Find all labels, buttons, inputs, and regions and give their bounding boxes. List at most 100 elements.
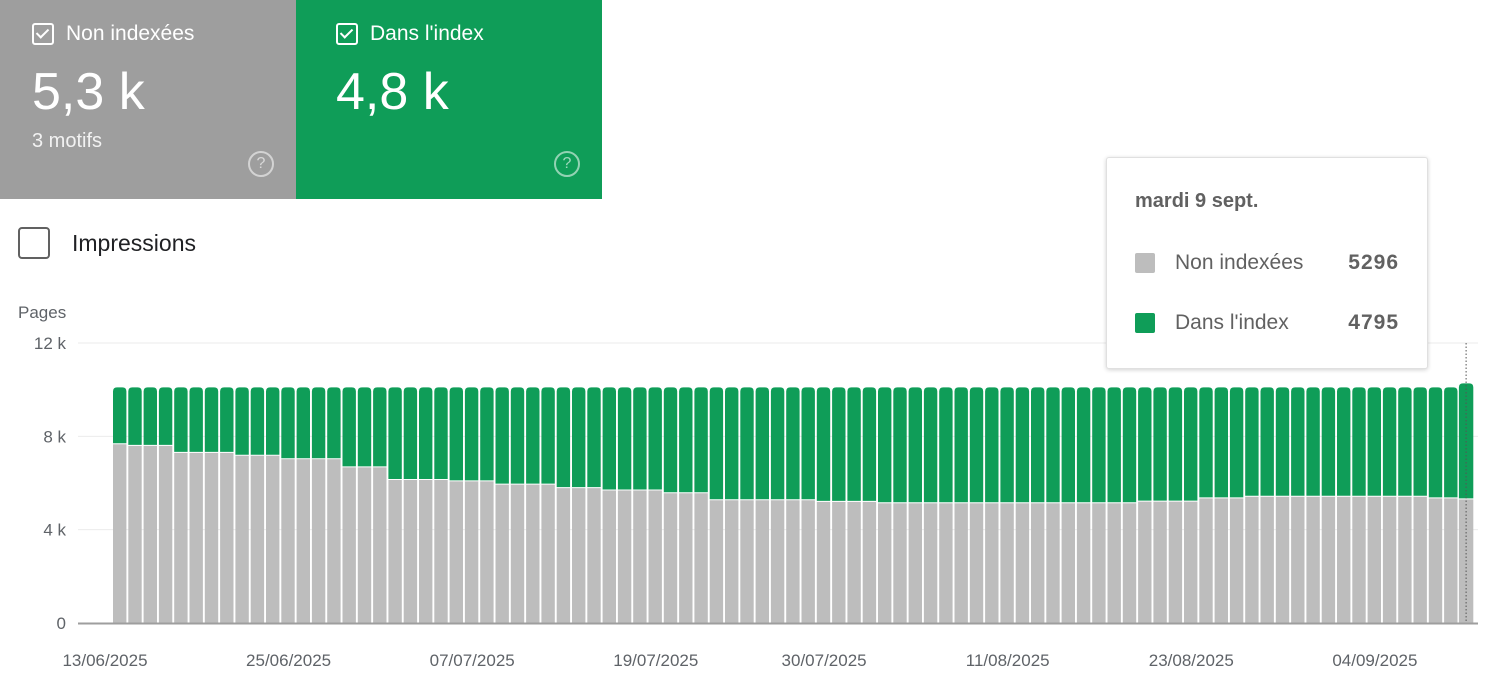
bar-non-indexed bbox=[189, 452, 203, 623]
bar-non-indexed bbox=[1413, 496, 1427, 623]
bar-indexed bbox=[1092, 387, 1106, 503]
bar-indexed bbox=[296, 387, 310, 459]
bar-indexed bbox=[403, 387, 418, 479]
bar-indexed bbox=[694, 387, 708, 493]
bar-non-indexed bbox=[954, 503, 968, 623]
bar-non-indexed bbox=[250, 455, 265, 623]
bar-non-indexed bbox=[220, 452, 234, 623]
bar-non-indexed bbox=[740, 500, 754, 623]
bar-indexed bbox=[709, 387, 724, 500]
bar-indexed bbox=[985, 387, 999, 503]
bar-indexed bbox=[1107, 387, 1121, 503]
bar-non-indexed bbox=[449, 481, 463, 623]
legend-swatch-green bbox=[1135, 313, 1155, 333]
checkbox-unchecked-icon[interactable] bbox=[18, 227, 50, 259]
bar-indexed bbox=[954, 387, 968, 503]
bar-indexed bbox=[556, 387, 571, 488]
bar-non-indexed bbox=[434, 479, 448, 623]
help-icon[interactable]: ? bbox=[248, 151, 274, 177]
bar-non-indexed bbox=[587, 488, 601, 623]
bar-non-indexed bbox=[847, 501, 861, 623]
bar-indexed bbox=[495, 387, 509, 484]
bar-non-indexed bbox=[969, 503, 984, 623]
bar-indexed bbox=[158, 387, 173, 445]
bar-indexed bbox=[602, 387, 616, 490]
tooltip-row: Dans l'index 4795 bbox=[1135, 311, 1399, 335]
tooltip-label: Non indexées bbox=[1175, 251, 1304, 274]
bar-indexed bbox=[434, 387, 448, 479]
y-tick-label: 8 k bbox=[43, 427, 66, 446]
bar-non-indexed bbox=[1291, 496, 1305, 623]
bar-non-indexed bbox=[128, 445, 142, 623]
bar-non-indexed bbox=[510, 484, 525, 623]
bar-non-indexed bbox=[1245, 496, 1259, 623]
card-value: 4,8 k bbox=[336, 63, 449, 121]
bar-non-indexed bbox=[755, 500, 769, 623]
bar-indexed bbox=[541, 387, 555, 484]
bar-non-indexed bbox=[480, 481, 494, 623]
bar-non-indexed bbox=[1398, 496, 1412, 623]
bar-indexed bbox=[1367, 387, 1381, 496]
help-icon[interactable]: ? bbox=[554, 151, 580, 177]
bar-non-indexed bbox=[1321, 496, 1336, 623]
bar-indexed bbox=[204, 387, 219, 452]
bar-non-indexed bbox=[526, 484, 540, 623]
bar-non-indexed bbox=[296, 459, 310, 623]
bar-indexed bbox=[1015, 387, 1030, 503]
bar-indexed bbox=[725, 387, 739, 500]
bar-non-indexed bbox=[878, 503, 892, 623]
bar-non-indexed bbox=[495, 484, 509, 623]
bar-indexed bbox=[1458, 383, 1474, 499]
bar-non-indexed bbox=[648, 490, 662, 623]
bar-indexed bbox=[220, 387, 234, 452]
bar-indexed bbox=[1214, 387, 1228, 498]
bar-non-indexed bbox=[541, 484, 555, 623]
bar-indexed bbox=[1444, 387, 1458, 498]
bar-non-indexed bbox=[572, 488, 586, 623]
bar-non-indexed bbox=[266, 455, 280, 623]
bar-non-indexed bbox=[1046, 503, 1060, 623]
bar-non-indexed bbox=[1153, 501, 1167, 623]
bar-indexed bbox=[1061, 387, 1075, 503]
bar-non-indexed bbox=[663, 493, 678, 623]
bar-indexed bbox=[1321, 387, 1336, 496]
bar-indexed bbox=[250, 387, 265, 455]
card-indexed[interactable]: Dans l'index 4,8 k ? bbox=[296, 0, 602, 199]
bar-non-indexed bbox=[1076, 503, 1091, 623]
bar-indexed bbox=[327, 387, 341, 459]
bar-indexed bbox=[740, 387, 754, 500]
bar-indexed bbox=[633, 387, 647, 490]
bar-non-indexed bbox=[1107, 503, 1121, 623]
x-tick-label: 23/08/2025 bbox=[1149, 651, 1234, 670]
bar-non-indexed bbox=[1031, 503, 1045, 623]
bar-non-indexed bbox=[694, 493, 708, 623]
bar-non-indexed bbox=[923, 503, 938, 623]
bar-non-indexed bbox=[419, 479, 433, 623]
checkbox-checked-icon[interactable] bbox=[32, 23, 54, 45]
bar-non-indexed bbox=[1092, 503, 1106, 623]
bar-non-indexed bbox=[709, 500, 724, 623]
bar-non-indexed bbox=[327, 459, 341, 623]
bar-indexed bbox=[786, 387, 800, 500]
bar-non-indexed bbox=[1337, 496, 1351, 623]
impressions-toggle[interactable]: Impressions bbox=[18, 227, 196, 259]
bar-indexed bbox=[1138, 387, 1152, 501]
bar-indexed bbox=[587, 387, 601, 488]
bar-non-indexed bbox=[679, 493, 693, 623]
bar-indexed bbox=[572, 387, 586, 488]
bar-indexed bbox=[1000, 387, 1014, 503]
bar-indexed bbox=[1306, 387, 1320, 496]
bar-non-indexed bbox=[1352, 496, 1366, 623]
bar-indexed bbox=[128, 387, 142, 445]
bar-non-indexed bbox=[832, 501, 846, 623]
card-non-indexed[interactable]: Non indexées 5,3 k 3 motifs ? bbox=[0, 0, 296, 199]
x-tick-label: 25/06/2025 bbox=[246, 651, 331, 670]
bar-indexed bbox=[1398, 387, 1412, 496]
card-value: 5,3 k bbox=[32, 63, 145, 121]
bar-indexed bbox=[464, 387, 479, 481]
checkbox-checked-icon[interactable] bbox=[336, 23, 358, 45]
bar-indexed bbox=[526, 387, 540, 484]
bar-non-indexed bbox=[617, 490, 632, 623]
impressions-label: Impressions bbox=[72, 229, 196, 256]
